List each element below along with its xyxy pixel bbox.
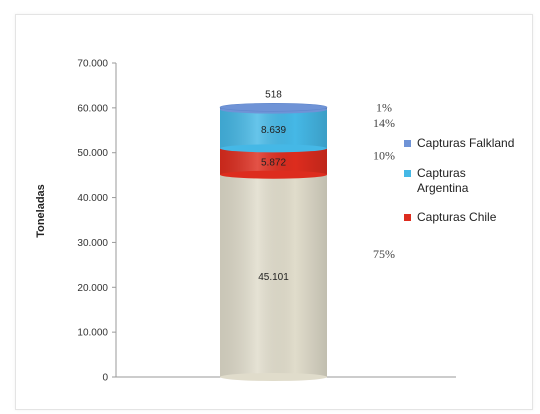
axes: 0 10.000 20.000 30.000 40.000 50.000 60.000 70.… — [77, 59, 456, 384]
y-axis-title: Toneladas — [35, 184, 47, 238]
data-label: 8.639 — [261, 125, 286, 136]
y-tick-label: 50.000 — [77, 148, 108, 159]
chart-card: Toneladas 0 10.000 20.000 30.000 40.000 50.00… — [15, 14, 533, 410]
y-tick-label: 70.000 — [77, 59, 108, 70]
legend-swatch — [404, 140, 411, 147]
percent-labels: 75% 10% 14% 1% — [373, 100, 395, 261]
bar-segment-bottom-cap — [220, 144, 327, 153]
data-label: 45.101 — [258, 272, 289, 283]
percent-label: 75% — [373, 247, 395, 261]
data-label: 518 — [265, 89, 282, 100]
bar-segment-shading — [220, 109, 327, 149]
legend-label: Argentina — [417, 181, 469, 195]
legend-label: Capturas Falkland — [417, 136, 514, 150]
y-tick-label: 0 — [102, 373, 108, 384]
percent-label: 10% — [373, 149, 395, 163]
y-tick-label: 20.000 — [77, 283, 108, 294]
bar-segment-bottom-cap — [220, 373, 327, 381]
legend-label: Capturas Chile — [417, 210, 497, 224]
percent-label: 14% — [373, 116, 395, 130]
y-tick-label: 30.000 — [77, 238, 108, 249]
y-tick-label: 10.000 — [77, 328, 108, 339]
bar-segment-shading — [220, 148, 327, 175]
bar-segment-shading — [220, 174, 327, 377]
legend-label: Capturas — [417, 166, 466, 180]
y-tick-label: 40.000 — [77, 193, 108, 204]
stacked-bar-chart: Toneladas 0 10.000 20.000 30.000 40.000 50.00… — [35, 59, 514, 384]
legend-swatch — [404, 214, 411, 221]
percent-label: 1% — [376, 100, 392, 114]
legend-swatch — [404, 170, 411, 177]
bar-top-cap — [219, 102, 328, 112]
data-labels: 45.101 5.872 8.639 518 — [258, 89, 289, 283]
y-tick-label: 60.000 — [77, 103, 108, 114]
data-label: 5.872 — [261, 158, 286, 169]
bar-segments — [219, 102, 328, 381]
bar-segment-bottom-cap — [220, 170, 327, 179]
